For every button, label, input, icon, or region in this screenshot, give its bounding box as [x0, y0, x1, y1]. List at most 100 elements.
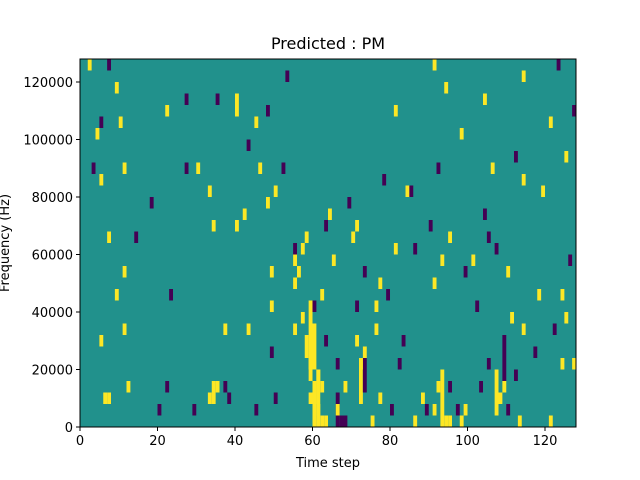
heatmap-cell — [254, 116, 259, 128]
heatmap-cell — [339, 415, 344, 427]
x-tick-label: 40 — [227, 434, 244, 449]
heatmap-cell — [459, 415, 464, 427]
heatmap-cell — [560, 358, 565, 370]
heatmap-cell — [223, 381, 228, 393]
heatmap-run — [359, 358, 363, 404]
y-axis-label: Frequency (Hz) — [0, 194, 13, 292]
heatmap-cell — [285, 70, 290, 82]
heatmap-cell — [374, 323, 379, 335]
heatmap-cell — [320, 415, 325, 427]
heatmap-cell — [312, 300, 317, 312]
heatmap-cell — [343, 415, 348, 427]
x-axis-label: Time step — [295, 456, 360, 471]
heatmap-cell — [459, 128, 464, 140]
heatmap-cell — [308, 358, 313, 370]
heatmap-cell — [448, 415, 453, 427]
heatmap-cell — [293, 277, 298, 289]
heatmap-cell — [304, 335, 309, 347]
heatmap-cell — [269, 300, 274, 312]
heatmap-cell — [207, 185, 212, 197]
heatmap-cell — [432, 59, 437, 71]
heatmap-cell — [424, 404, 429, 416]
heatmap-cell — [409, 185, 414, 197]
heatmap-cell — [343, 381, 348, 393]
heatmap-cell — [362, 266, 367, 278]
heatmap-cell — [560, 289, 565, 301]
heatmap-cell — [444, 82, 449, 94]
heatmap-cell — [401, 335, 406, 347]
x-tick-label: 20 — [149, 434, 166, 449]
heatmap-cell — [107, 231, 112, 243]
heatmap-cell — [413, 415, 418, 427]
heatmap-cell — [494, 243, 499, 255]
heatmap-cell — [502, 381, 507, 393]
heatmap-cell — [99, 335, 104, 347]
heatmap-cell — [258, 162, 263, 174]
y-tick-label: 60000 — [32, 249, 73, 264]
heatmap-cell — [269, 266, 274, 278]
heatmap-cell — [455, 404, 460, 416]
heatmap-cell — [114, 82, 119, 94]
heatmap-cell — [393, 243, 398, 255]
heatmap-cell — [471, 254, 476, 266]
heatmap-cell — [304, 346, 309, 358]
heatmap-cell — [254, 404, 259, 416]
heatmap-cell — [490, 162, 495, 174]
heatmap-cell — [324, 335, 329, 347]
y-tick-label: 0 — [65, 421, 73, 436]
heatmap-cell — [246, 323, 251, 335]
heatmap-cell — [506, 266, 511, 278]
heatmap-cell — [308, 392, 313, 404]
heatmap-cell — [281, 162, 286, 174]
heatmap-cell — [374, 300, 379, 312]
y-tick-label: 80000 — [32, 191, 73, 206]
heatmap-cell — [331, 254, 336, 266]
y-tick-label: 20000 — [32, 364, 73, 379]
heatmap-cell — [324, 220, 329, 232]
heatmap-cell — [564, 312, 569, 324]
heatmap-run — [440, 369, 445, 427]
heatmap-cell — [91, 162, 96, 174]
heatmap-cell — [572, 105, 577, 117]
heatmap-cell — [312, 381, 317, 393]
heatmap-cell — [273, 392, 278, 404]
heatmap-cell — [355, 220, 360, 232]
plot-frame — [79, 58, 577, 428]
heatmap-cell — [184, 162, 189, 174]
x-tick-label: 120 — [533, 434, 558, 449]
heatmap-cell — [413, 243, 418, 255]
heatmap-cell — [328, 208, 332, 220]
heatmap-cell — [300, 243, 305, 255]
heatmap-cell — [122, 323, 127, 335]
heatmap-cell — [196, 162, 201, 174]
heatmap-cell — [246, 139, 251, 151]
y-axis: 0 20000 40000 60000 80000 100000 120000 — [23, 76, 80, 436]
heatmap-cell — [312, 392, 317, 404]
y-tick-label: 120000 — [23, 76, 73, 91]
heatmap-cell — [486, 358, 491, 370]
heatmap-cell — [297, 266, 301, 278]
heatmap-cell — [335, 358, 340, 370]
heatmap-cell — [293, 243, 298, 255]
heatmap-cell — [293, 323, 298, 335]
heatmap-cell — [114, 289, 119, 301]
heatmap-cell — [548, 415, 553, 427]
heatmap-cell — [382, 174, 387, 186]
heatmap-cell — [207, 392, 212, 404]
heatmap-cell — [390, 404, 394, 416]
chart-title: Predicted : PM — [271, 34, 385, 53]
heatmap-cell — [300, 312, 305, 324]
heatmap-cell — [266, 105, 270, 117]
heatmap-cell — [386, 289, 391, 301]
heatmap-cell — [537, 289, 542, 301]
heatmap-cell — [370, 415, 375, 427]
heatmap-run — [308, 312, 313, 381]
heatmap-cell — [107, 392, 112, 404]
heatmap-cell — [510, 312, 515, 324]
heatmap-run — [312, 323, 317, 370]
heatmap-cell — [548, 116, 553, 128]
heatmap-cell — [215, 381, 220, 393]
heatmap-cell — [304, 231, 309, 243]
y-tick-label: 100000 — [23, 134, 73, 149]
heatmap-cell — [483, 93, 487, 105]
